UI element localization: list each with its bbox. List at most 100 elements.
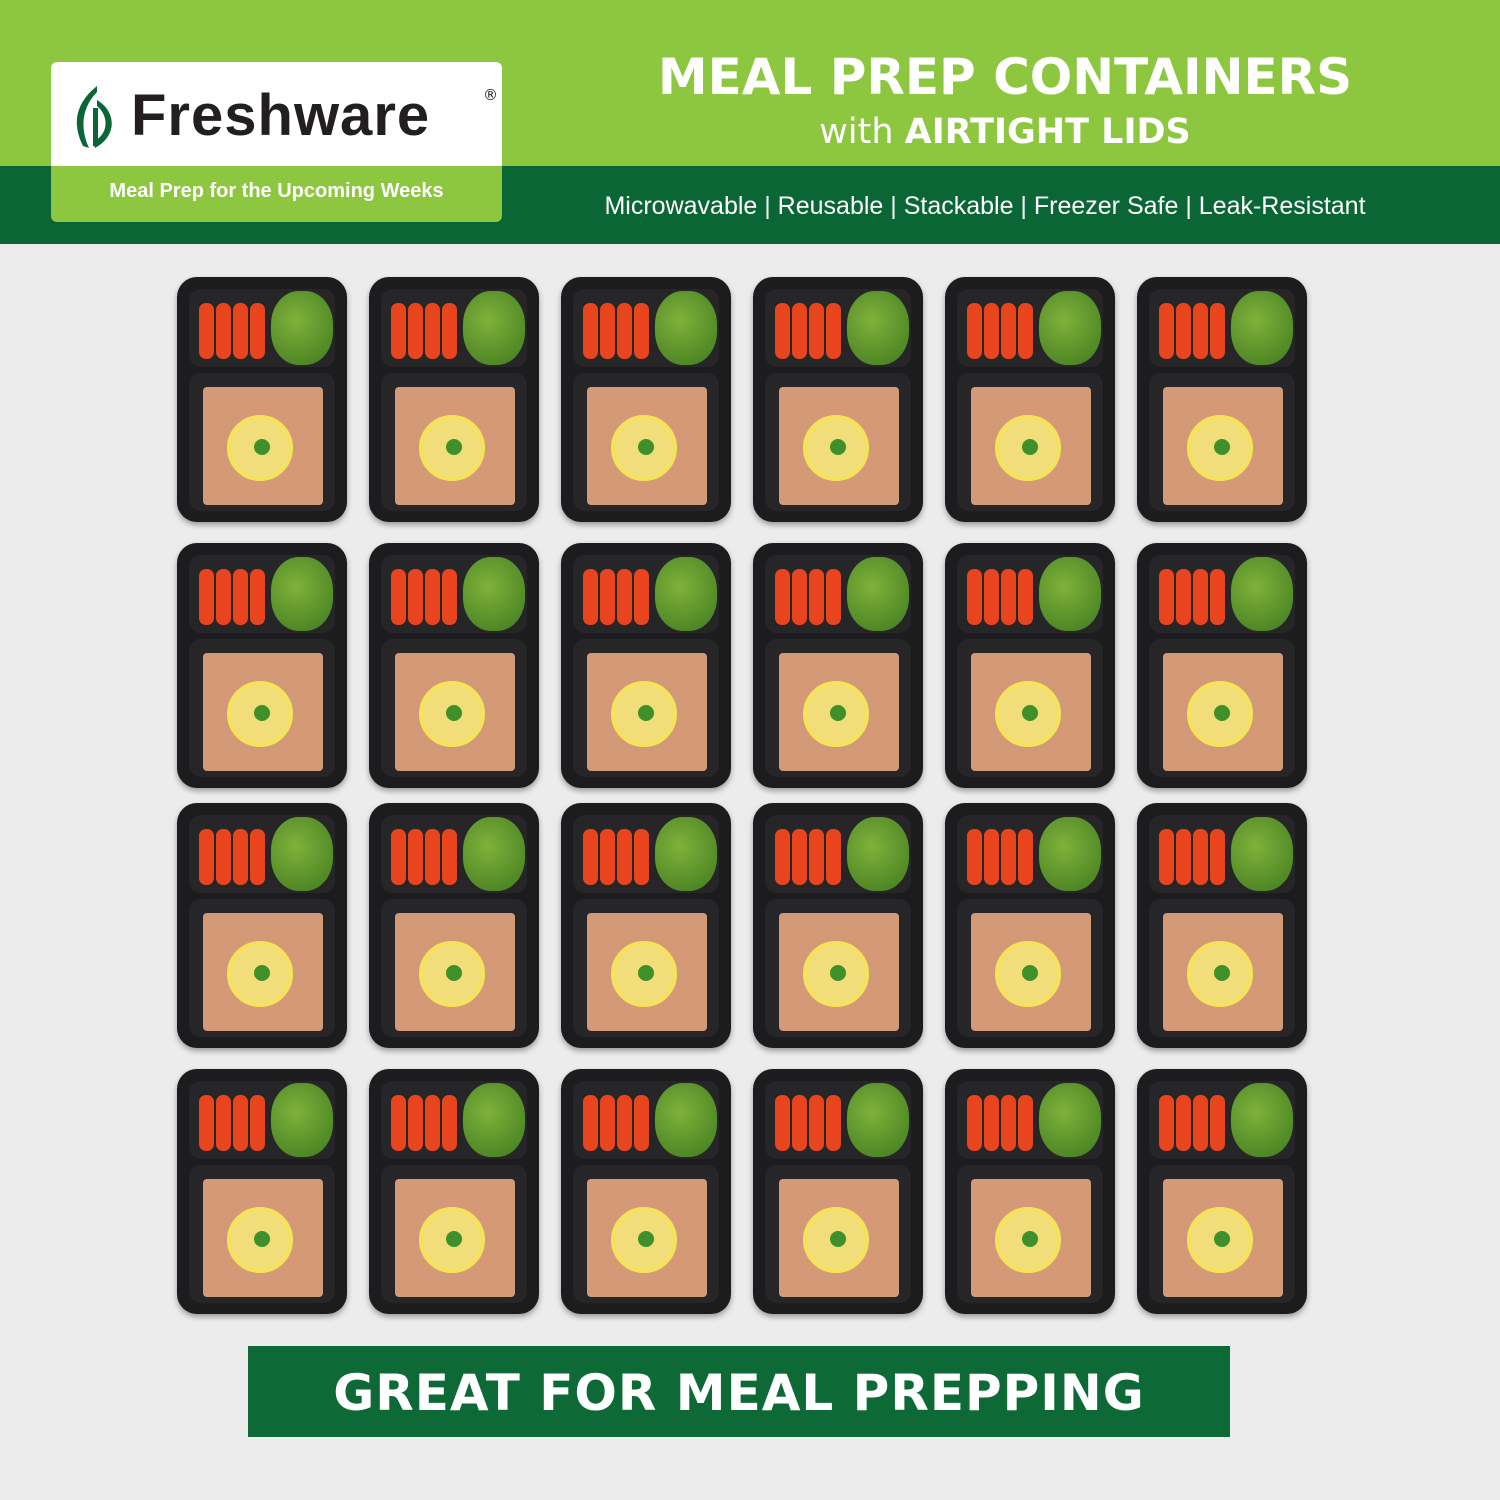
meal-container: [1137, 803, 1307, 1048]
parsley: [446, 705, 462, 721]
carrot: [1018, 569, 1033, 625]
carrot: [809, 569, 824, 625]
meal-container: [369, 543, 539, 788]
broccoli: [463, 1083, 525, 1157]
large-compartment: [1149, 373, 1295, 511]
carrot: [425, 303, 440, 359]
carrot: [967, 569, 982, 625]
carrot: [775, 569, 790, 625]
broccoli: [1039, 1083, 1101, 1157]
broccoli: [1231, 817, 1293, 891]
large-compartment: [1149, 899, 1295, 1037]
large-compartment: [381, 373, 527, 511]
parsley: [638, 965, 654, 981]
carrot: [1018, 303, 1033, 359]
parsley: [638, 705, 654, 721]
carrot: [984, 303, 999, 359]
carrot: [1159, 303, 1174, 359]
salmon: [395, 1179, 515, 1297]
lemon-slice: [995, 941, 1061, 1007]
parsley: [254, 965, 270, 981]
brand-name: Freshware: [131, 83, 431, 148]
carrot: [425, 829, 440, 885]
parsley: [1022, 965, 1038, 981]
meal-container: [1137, 1069, 1307, 1314]
parsley: [1214, 965, 1230, 981]
salmon: [971, 387, 1091, 505]
salmon: [779, 1179, 899, 1297]
carrot: [775, 1095, 790, 1151]
carrot: [967, 829, 982, 885]
carrot: [826, 569, 841, 625]
parsley: [1214, 1231, 1230, 1247]
carrot: [600, 303, 615, 359]
broccoli: [463, 817, 525, 891]
small-compartment: [765, 555, 911, 633]
lemon-slice: [227, 681, 293, 747]
large-compartment: [957, 373, 1103, 511]
carrot: [233, 829, 248, 885]
carrot: [1001, 1095, 1016, 1151]
salmon: [1163, 1179, 1283, 1297]
meal-container: [753, 803, 923, 1048]
meal-container: [1137, 543, 1307, 788]
large-compartment: [765, 1165, 911, 1303]
small-compartment: [381, 555, 527, 633]
broccoli: [1039, 557, 1101, 631]
broccoli: [847, 817, 909, 891]
small-compartment: [189, 555, 335, 633]
small-compartment: [765, 1081, 911, 1159]
carrot: [216, 1095, 231, 1151]
lemon-slice: [419, 1207, 485, 1273]
meal-container: [561, 277, 731, 522]
salmon: [587, 913, 707, 1031]
meal-container: [945, 1069, 1115, 1314]
large-compartment: [189, 373, 335, 511]
broccoli: [655, 557, 717, 631]
salmon: [203, 653, 323, 771]
carrot: [600, 1095, 615, 1151]
small-compartment: [1149, 555, 1295, 633]
broccoli: [655, 291, 717, 365]
carrot: [634, 303, 649, 359]
carrot: [250, 829, 265, 885]
logo-background: [51, 62, 502, 166]
broccoli: [1231, 557, 1293, 631]
carrot: [391, 569, 406, 625]
carrot: [1176, 829, 1191, 885]
large-compartment: [765, 639, 911, 777]
lemon-slice: [1187, 1207, 1253, 1273]
broccoli: [1039, 291, 1101, 365]
carrot: [809, 1095, 824, 1151]
meal-container: [369, 803, 539, 1048]
meal-container: [945, 277, 1115, 522]
parsley: [1022, 439, 1038, 455]
large-compartment: [957, 1165, 1103, 1303]
lemon-slice: [803, 415, 869, 481]
carrot: [391, 303, 406, 359]
broccoli: [271, 291, 333, 365]
carrot: [1193, 569, 1208, 625]
lemon-slice: [1187, 681, 1253, 747]
large-compartment: [1149, 639, 1295, 777]
broccoli: [271, 1083, 333, 1157]
lemon-slice: [803, 1207, 869, 1273]
carrot: [792, 829, 807, 885]
broccoli: [1039, 817, 1101, 891]
registered-mark: ®: [483, 86, 498, 104]
small-compartment: [957, 289, 1103, 367]
parsley: [446, 439, 462, 455]
parsley: [254, 705, 270, 721]
carrot: [617, 829, 632, 885]
salmon: [971, 653, 1091, 771]
large-compartment: [189, 1165, 335, 1303]
carrot: [1210, 303, 1225, 359]
broccoli: [1231, 291, 1293, 365]
salmon: [779, 913, 899, 1031]
carrot: [826, 829, 841, 885]
lemon-slice: [1187, 941, 1253, 1007]
parsley: [446, 965, 462, 981]
carrot: [1193, 303, 1208, 359]
meal-container: [561, 1069, 731, 1314]
carrot: [634, 569, 649, 625]
